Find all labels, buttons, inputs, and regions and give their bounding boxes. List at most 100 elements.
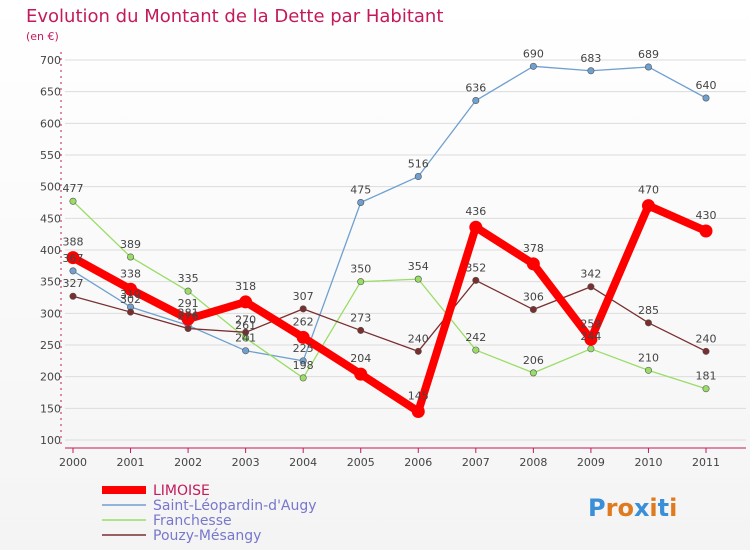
y-tick-label: 450 — [40, 212, 61, 225]
y-tick-label: 100 — [40, 434, 61, 447]
y-tick-label: 700 — [40, 54, 61, 67]
data-point — [587, 345, 595, 353]
data-label: 335 — [178, 272, 199, 285]
data-point — [296, 330, 310, 344]
logo-letter: P — [588, 494, 606, 522]
data-label: 683 — [580, 52, 601, 65]
data-label: 327 — [63, 277, 84, 290]
data-label: 244 — [580, 330, 601, 343]
y-tick-label: 400 — [40, 244, 61, 257]
data-label: 242 — [465, 331, 486, 344]
data-label: 378 — [523, 242, 544, 255]
series-line — [69, 201, 710, 416]
data-label: 241 — [235, 332, 256, 345]
series-pouzy-m-sangy — [69, 276, 710, 355]
x-tick-label: 2000 — [59, 456, 87, 469]
logo-letter: o — [617, 494, 634, 522]
data-label: 430 — [696, 209, 717, 222]
data-point — [699, 224, 713, 238]
legend: LIMOISESaint-Léopardin-d'AugyFranchesseP… — [102, 483, 317, 544]
data-label: 198 — [293, 359, 314, 372]
data-point — [587, 67, 595, 75]
data-point — [472, 97, 480, 105]
data-point — [526, 257, 540, 271]
series-franchesse — [69, 197, 710, 393]
x-tick-label: 2007 — [462, 456, 490, 469]
data-label: 181 — [696, 370, 717, 383]
data-label: 259 — [580, 317, 601, 330]
data-point — [472, 276, 480, 284]
data-point — [184, 325, 192, 333]
data-point — [357, 326, 365, 334]
data-point — [242, 328, 250, 336]
y-tick-label: 550 — [40, 149, 61, 162]
data-label: 354 — [408, 260, 429, 273]
data-point — [529, 306, 537, 314]
y-tick-label: 350 — [40, 276, 61, 289]
y-tick-label: 200 — [40, 371, 61, 384]
series-lines — [66, 62, 713, 418]
data-point — [127, 308, 135, 316]
data-label: 302 — [120, 293, 141, 306]
data-label: 475 — [350, 184, 371, 197]
data-point — [414, 275, 422, 283]
x-tick-label: 2011 — [692, 456, 720, 469]
y-tick-label: 650 — [40, 86, 61, 99]
data-point — [69, 267, 77, 275]
x-tick-label: 2004 — [289, 456, 317, 469]
logo-letter: i — [669, 494, 677, 522]
x-tick-label: 2010 — [634, 456, 662, 469]
data-label: 477 — [63, 182, 84, 195]
data-label: 281 — [178, 306, 199, 319]
data-label: 352 — [465, 261, 486, 274]
data-point — [587, 283, 595, 291]
chart-subtitle: (en €) — [26, 30, 59, 43]
x-tick-label: 2009 — [577, 456, 605, 469]
y-tick-label: 500 — [40, 181, 61, 194]
data-point — [357, 199, 365, 207]
data-point — [184, 287, 192, 295]
data-point — [357, 278, 365, 286]
data-point — [529, 62, 537, 70]
data-label: 206 — [523, 354, 544, 367]
data-label: 318 — [235, 280, 256, 293]
data-labels: 367 310 281 241 225 475 516 636 690 683 689 640 477 3… — [63, 47, 717, 402]
data-point — [127, 253, 135, 261]
data-label: 225 — [293, 342, 314, 355]
data-point — [469, 220, 483, 234]
data-label: 273 — [350, 311, 371, 324]
logo-letter: r — [606, 494, 618, 522]
data-label: 262 — [293, 315, 314, 328]
data-point — [124, 282, 138, 296]
data-point — [66, 251, 80, 265]
data-label: 689 — [638, 48, 659, 61]
legend-label: Pouzy-Mésangy — [153, 528, 261, 544]
data-point — [641, 199, 655, 213]
axes: 100 150 200 250 300 350 400 450 500 550 600 650 700 2… — [40, 52, 746, 469]
logo-letter: i — [649, 494, 657, 522]
grid — [65, 59, 746, 441]
y-tick-label: 150 — [40, 402, 61, 415]
data-point — [181, 312, 195, 326]
data-label: 350 — [350, 263, 371, 276]
data-label: 342 — [580, 268, 601, 281]
data-label: 388 — [63, 236, 84, 249]
data-label: 285 — [638, 304, 659, 317]
data-point — [702, 347, 710, 355]
series-line — [72, 65, 707, 362]
chart-title: Evolution du Montant de la Dette par Hab… — [26, 6, 443, 27]
data-point — [644, 319, 652, 327]
data-point — [242, 347, 250, 355]
legend-label: Saint-Léopardin-d'Augy — [153, 498, 317, 514]
x-tick-label: 2008 — [519, 456, 547, 469]
data-label: 338 — [120, 267, 141, 280]
data-label: 261 — [235, 319, 256, 332]
data-label: 470 — [638, 184, 659, 197]
series-saint-l-opardin-d-augy — [69, 62, 710, 365]
series-limoise — [66, 199, 713, 418]
data-point — [644, 63, 652, 71]
data-label: 291 — [178, 297, 199, 310]
data-label: 276 — [178, 310, 199, 323]
data-point — [472, 346, 480, 354]
